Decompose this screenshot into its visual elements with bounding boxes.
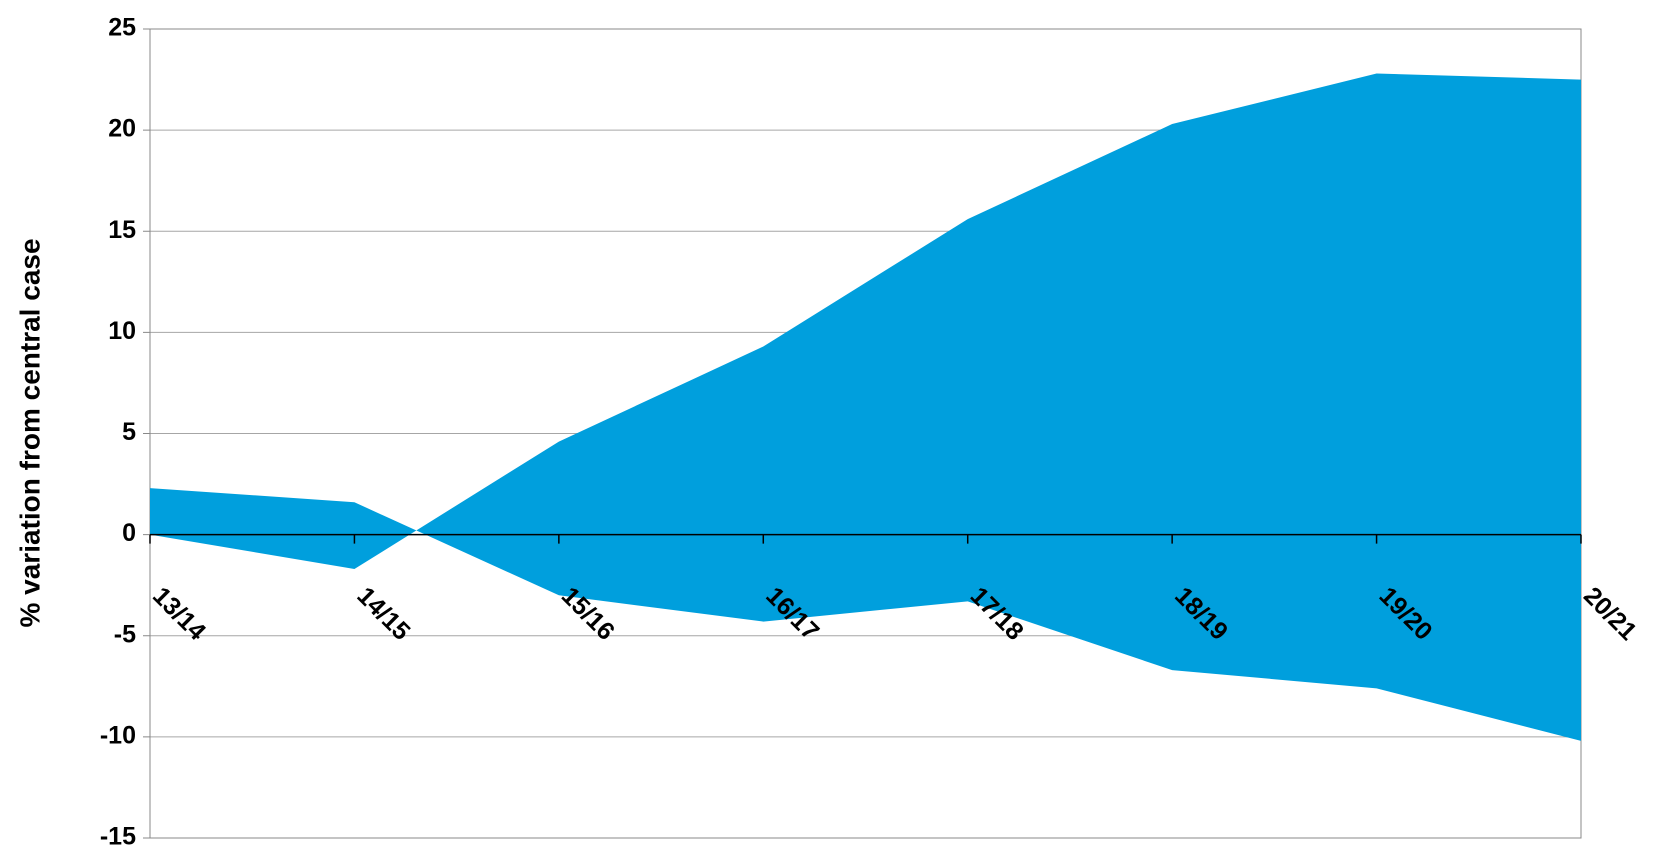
y-tick-label: 0	[122, 519, 136, 547]
y-tick-label: 25	[108, 14, 136, 42]
y-tick-label: -15	[100, 823, 136, 851]
y-tick-label: 15	[108, 216, 136, 244]
range-band	[150, 73, 1581, 741]
y-tick-label: 5	[122, 418, 136, 446]
y-tick-label: -5	[114, 620, 136, 648]
y-tick-label: -10	[100, 721, 136, 749]
x-tick-label: 20/21	[1578, 582, 1642, 646]
y-tick-label: 10	[108, 317, 136, 345]
y-tick-label: 20	[108, 115, 136, 143]
y-axis-title: % variation from central case	[14, 238, 45, 627]
